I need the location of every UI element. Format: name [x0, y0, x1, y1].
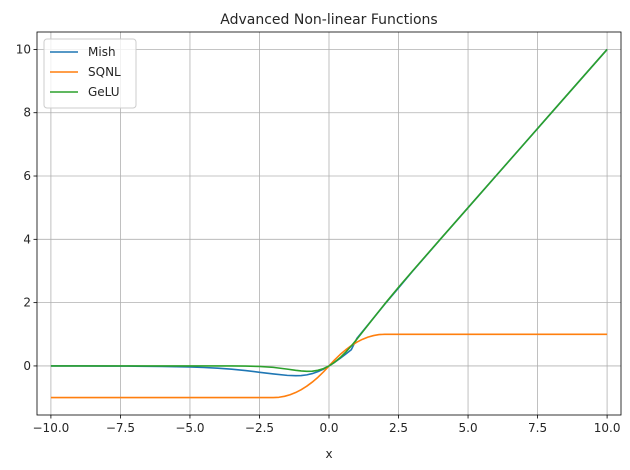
x-tick-label: 10.0	[594, 421, 621, 435]
legend-box	[43, 38, 137, 109]
y-tick-label: 0	[23, 359, 31, 373]
legend-label: SQNL	[88, 65, 121, 79]
x-tick-label: 5.0	[459, 421, 478, 435]
chart-title: Advanced Non-linear Functions	[220, 12, 437, 28]
legend-label: GeLU	[88, 85, 120, 99]
series-layer	[50, 48, 608, 399]
x-tick-label: −2.5	[245, 421, 274, 435]
x-tick-label: 2.5	[389, 421, 408, 435]
legend: Mish SQNL GeLU	[43, 38, 137, 109]
y-tick-label: 6	[23, 169, 31, 183]
legend-label: Mish	[88, 45, 116, 59]
x-tick-label: 7.5	[528, 421, 547, 435]
x-tick-label: −5.0	[175, 421, 204, 435]
x-tick-label: 0.0	[319, 421, 338, 435]
x-axis-label: x	[325, 447, 332, 461]
y-tick-label: 10	[16, 42, 31, 56]
series-line-gelu	[50, 48, 608, 373]
x-tick-label: −10.0	[33, 421, 70, 435]
ticks: −10.0 −7.5 −5.0 −2.5 0.0 2.5 5.0 7.5 10.0 0 2 4 6 8 10	[16, 42, 621, 435]
x-tick-label: −7.5	[106, 421, 135, 435]
y-tick-label: 8	[23, 106, 31, 120]
y-tick-label: 4	[23, 232, 31, 246]
y-tick-label: 2	[23, 296, 31, 310]
